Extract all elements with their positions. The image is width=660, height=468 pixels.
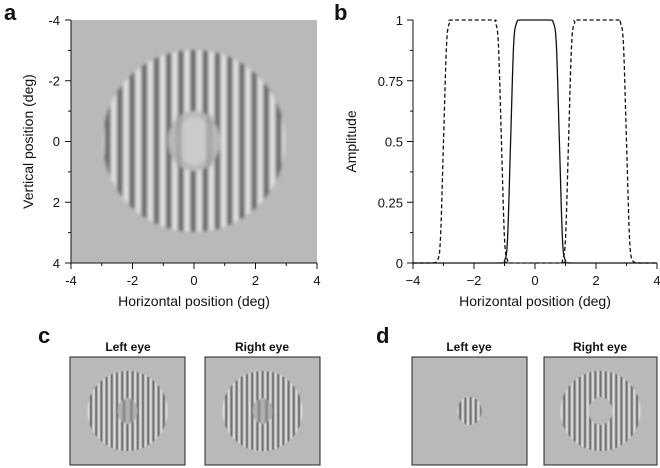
panel-b-y-tick-label: 0 [396, 256, 403, 271]
panel-d-right-stimulus [543, 356, 658, 466]
panel-label-c: c [38, 323, 51, 348]
panel-b-y-axis-title: Amplitude [343, 110, 359, 172]
panel-a-stimulus [103, 50, 285, 232]
panel-a-x-tick-label: 4 [313, 273, 320, 288]
panel-b-x-axis-title: Horizontal position (deg) [459, 293, 611, 309]
panel-a-x-tick-label: 2 [252, 273, 259, 288]
panel-b-y-tick-label: 0.25 [378, 195, 403, 210]
panel-d-left-stimulus [411, 356, 528, 466]
panel-a-x-tick-label: 0 [190, 273, 197, 288]
panel-a: -4 -2 0 2 4 -4 -2 0 2 4 Horizontal posit… [20, 13, 321, 309]
panel-b-lines [413, 19, 657, 264]
panel-a-y-tick-label: 2 [53, 195, 60, 210]
panel-a-x-ticks [70, 263, 318, 269]
panel-d-right-eye-label: Right eye [573, 340, 627, 354]
panel-label-b: b [334, 0, 348, 25]
panel-b-ticks: −4 −2 0 2 4 0 0.25 0.5 0.75 1 [378, 13, 660, 288]
panel-a-center-shade [177, 117, 211, 165]
panel-a-y-tick-label: -2 [48, 74, 60, 89]
panel-b-x-tick-label: −2 [467, 273, 482, 288]
panel-label-d: d [376, 323, 390, 348]
panel-a-center-stripe-r [206, 115, 212, 167]
panel-c-left-eye-label: Left eye [105, 340, 151, 354]
panel-d-left-eye-label: Left eye [446, 340, 492, 354]
panel-b-x-tick-label: 4 [653, 273, 660, 288]
panel-a-center-stripe-l [176, 115, 182, 167]
panel-a-y-tick-label: 0 [53, 134, 60, 149]
panel-label-a: a [4, 0, 17, 25]
panel-c-right-eye-label: Right eye [235, 340, 289, 354]
panel-a-x-tick-label: -2 [127, 273, 139, 288]
panel-b-y-tick-label: 0.75 [378, 74, 403, 89]
panel-b-dashed-series [413, 19, 657, 264]
panel-b-chart: −4 −2 0 2 4 0 0.25 0.5 0.75 1 Horizontal position… [343, 13, 660, 309]
panel-b-y-tick-label: 0.5 [385, 135, 403, 150]
panel-c: Left eye Right eye [69, 340, 321, 466]
panel-b-x-tick-label: −4 [406, 273, 421, 288]
panel-a-x-tick-label: -4 [65, 273, 77, 288]
panel-a-x-axis-title: Horizontal position (deg) [118, 293, 270, 309]
panel-b-x-tick-label: 0 [531, 273, 538, 288]
panel-b-x-tick-label: 2 [592, 273, 599, 288]
panel-a-y-tick-label: 4 [53, 256, 60, 271]
panel-c-left-stimulus [69, 356, 186, 466]
panel-d: Left eye Right eye [411, 340, 658, 466]
panel-a-y-axis-title: Vertical position (deg) [20, 74, 36, 209]
panel-c-right-stimulus [204, 356, 321, 466]
panel-a-y-tick-label: -4 [48, 13, 60, 28]
panel-b-solid-series [413, 19, 657, 264]
panel-a-y-ticks [65, 19, 71, 264]
panel-b-y-tick-label: 1 [396, 13, 403, 28]
